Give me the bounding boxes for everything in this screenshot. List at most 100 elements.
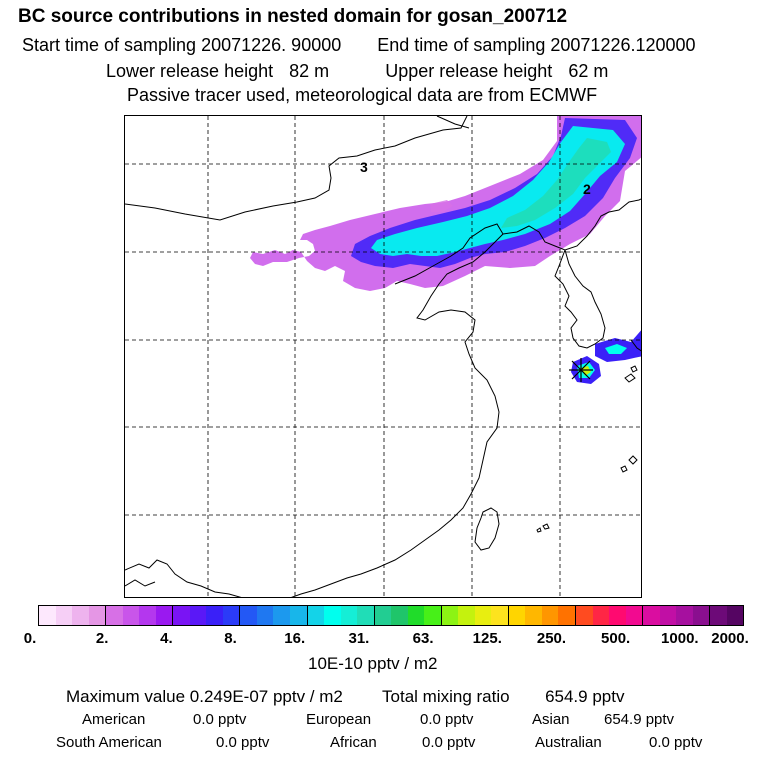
colorbar-segment [139, 606, 156, 625]
colorbar-tick-label: 250. [536, 630, 567, 647]
colorbar-segment [525, 606, 542, 625]
colorbar-segment [726, 606, 744, 625]
island-okinawa-2 [620, 465, 628, 473]
region-value: 0.0 pptv [649, 734, 703, 751]
plume-patch-receptor-hot [581, 366, 591, 376]
plot-title: BC source contributions in nested domain… [18, 6, 568, 27]
colorbar-segment [273, 606, 290, 625]
region-name: Australian [535, 734, 602, 751]
colorbar-tick-label: 0. [23, 630, 37, 647]
colorbar-segment [592, 606, 610, 625]
map-canvas: 3 2 [125, 116, 641, 597]
release-height-line: Lower release height 82 m Upper release … [106, 62, 608, 80]
total-mixing-value: 654.9 pptv [545, 687, 625, 706]
day-label-2: 2 [583, 181, 591, 197]
colorbar-segment [206, 606, 223, 625]
colorbar-segment [609, 606, 626, 625]
colorbar-segment [155, 606, 174, 625]
colorbar-segment [491, 606, 509, 625]
border-china-south [125, 559, 242, 597]
colorbar-segment [407, 606, 425, 625]
border-russia-north [436, 116, 470, 129]
day-label-3: 3 [360, 159, 368, 175]
colorbar-segment [240, 606, 257, 625]
colorbar [38, 605, 744, 626]
colorbar-segment [88, 606, 107, 625]
colorbar-segment [340, 606, 358, 625]
colorbar-segment [391, 606, 408, 625]
region-value: 654.9 pptv [604, 711, 675, 728]
colorbar-segment [659, 606, 677, 625]
concentration-plume [250, 116, 641, 384]
colorbar-segment [222, 606, 241, 625]
upper-height-value: 62 m [568, 61, 609, 81]
receptor-star-icon [569, 358, 593, 382]
colorbar-segment [576, 606, 593, 625]
coast-korea [554, 249, 606, 349]
region-value: 0.0 pptv [422, 734, 476, 751]
colorbar-tick-label: 4. [160, 630, 173, 647]
colorbar-segment [643, 606, 660, 625]
total-mixing-label: Total mixing ratio [382, 687, 510, 706]
colorbar-segment [55, 606, 73, 625]
colorbar-segment [508, 606, 526, 625]
end-time-label: End time of sampling [377, 35, 546, 55]
border-mongolia [125, 116, 468, 221]
colorbar-segment [189, 606, 207, 625]
island-ryukyu-1 [542, 523, 550, 530]
colorbar-tick-label: 2000. [711, 630, 749, 647]
sampling-time-line: Start time of sampling 20071226. 90000 E… [22, 36, 696, 54]
lower-height-value: 82 m [289, 61, 330, 81]
colorbar-segment [39, 606, 56, 625]
region-name: European [306, 711, 372, 728]
region-name: Asian [532, 711, 570, 728]
colorbar-segment [676, 606, 693, 625]
island-okinawa-1 [628, 455, 638, 465]
border-china-south-west [125, 579, 156, 587]
map-panel: 3 2 [124, 115, 642, 598]
colorbar-segment [541, 606, 559, 625]
colorbar-segment [458, 606, 475, 625]
colorbar-segment [324, 606, 341, 625]
colorbar-tick-label: 500. [601, 630, 631, 647]
plume-violet-tail [430, 200, 453, 212]
colorbar-segment [710, 606, 727, 625]
colorbar-segment [374, 606, 392, 625]
colorbar-segment [307, 606, 325, 625]
coastlines [125, 116, 641, 597]
colorbar-tick-label: 8. [224, 630, 237, 647]
colorbar-segment [357, 606, 375, 625]
colorbar-tick-label: 125. [472, 630, 502, 647]
border-china-korea [502, 198, 641, 251]
tracer-note: Passive tracer used, meteorological data… [127, 85, 598, 105]
colorbar-segment [424, 606, 442, 625]
colorbar-segment [289, 606, 308, 625]
island-ryukyu-2 [536, 527, 542, 533]
start-time-value: 20071226. 90000 [201, 35, 342, 55]
colorbar-segment [441, 606, 459, 625]
coast-bohai-yellowsea [291, 223, 504, 597]
colorbar-tick-label: 63. [412, 630, 434, 647]
max-total-line: Maximum value 0.249E-07 pptv / m2 Total … [66, 688, 624, 705]
colorbar-segment [256, 606, 274, 625]
region-name: American [82, 711, 146, 728]
plume-patch-east-core [605, 344, 627, 354]
upper-height-label: Upper release height [385, 61, 553, 81]
region-name: South American [56, 734, 162, 751]
colorbar-segment [106, 606, 123, 625]
max-value-label: Maximum value [66, 687, 186, 706]
colorbar-segment [692, 606, 711, 625]
colorbar-segment [122, 606, 140, 625]
island-goto [624, 373, 636, 383]
max-value: 0.249E-07 pptv / m2 [189, 687, 343, 706]
colorbar-segment [625, 606, 644, 625]
colorbar-segment [558, 606, 576, 625]
island-taiwan [474, 507, 500, 551]
plume-cyan-core [371, 126, 625, 256]
colorbar-tick-label: 1000. [661, 630, 699, 647]
region-value: 0.0 pptv [420, 711, 474, 728]
colorbar-tick-label: 2. [95, 630, 109, 647]
start-time-label: Start time of sampling [22, 35, 197, 55]
lower-height-label: Lower release height [106, 61, 274, 81]
island-east-1 [630, 365, 638, 373]
